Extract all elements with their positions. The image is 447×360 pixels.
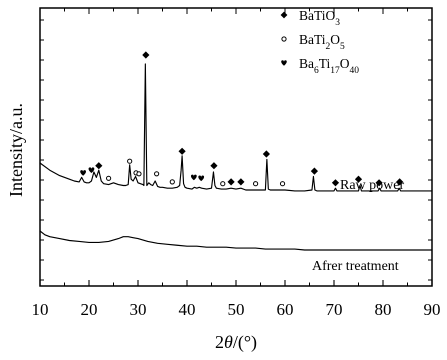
peak-marker-batio3-10 [375,179,383,187]
y-axis-label: Intensity/a.u. [6,103,26,197]
peak-marker-batio3-11 [396,178,404,186]
series-group [39,63,433,251]
peak-marker-ba6ti17o40-21 [80,170,87,176]
peak-marker-ba6ti17o40-24 [198,175,205,182]
peak-marker-batio3-1 [95,162,103,170]
x-tick-label-70: 70 [326,300,343,319]
peak-marker-bati2o5-15 [136,171,142,177]
peak-marker-bati2o5-19 [253,181,259,187]
peak-marker-batio3-5 [227,178,235,186]
plot-area-frame [39,7,433,287]
series-line-after-treatment [39,230,433,251]
peak-marker-batio3-7 [310,167,318,175]
x-tick-label-30: 30 [130,300,147,319]
series-label-treated: Afrer treatment [312,259,399,274]
legend-label-2: Ba6Ti17O40 [299,56,359,76]
axis-group: 10 20 30 40 50 60 70 80 90 [32,8,441,319]
legend-symbol-ba6ti17o40 [281,60,287,66]
x-tick-label-60: 60 [277,300,294,319]
peak-marker-bati2o5-18 [220,181,226,187]
x-axis-label-theta: θ [224,332,233,352]
x-tick-label-50: 50 [228,300,245,319]
peak-marker-bati2o5-12 [106,175,112,181]
legend-group: BaTiO3 BaTi2O5 Ba6Ti17O40 [280,8,359,76]
legend-symbol-bati2o5 [281,36,287,42]
peak-marker-batio3-0 [142,51,150,59]
legend-label-1: BaTi2O5 [299,32,345,52]
legend-symbol-batio3 [280,11,288,19]
peak-marker-bati2o5-20 [279,181,286,187]
x-axis-label: 2θ/(°) [215,332,257,353]
peak-marker-batio3-8 [331,179,340,187]
peak-marker-ba6ti17o40-23 [190,174,197,181]
peak-marker-batio3-2 [178,147,186,155]
x-axis-label-unit: /(°) [233,332,257,353]
peak-marker-batio3-3 [210,162,218,170]
svg-text:2θ/(°): 2θ/(°) [215,332,257,353]
x-tick-label-40: 40 [179,300,196,319]
peak-marker-batio3-9 [354,175,363,183]
peak-marker-bati2o5-16 [154,171,160,177]
peak-marker-batio3-4 [262,150,270,158]
x-tick-label-90: 90 [424,300,441,319]
peak-marker-batio3-6 [237,178,245,186]
x-tick-label-80: 80 [375,300,392,319]
x-tick-label-10: 10 [32,300,49,319]
legend-label-0: BaTiO3 [299,8,340,28]
series-line-raw-power [39,63,433,192]
peak-marker-bati2o5-13 [127,158,133,164]
marker-group [80,51,404,187]
series-label-raw: Raw power [340,178,404,193]
x-tick-label-20: 20 [81,300,98,319]
x-axis-label-main: 2 [215,332,224,352]
peak-marker-ba6ti17o40-22 [88,167,95,173]
peak-marker-bati2o5-17 [169,179,175,185]
